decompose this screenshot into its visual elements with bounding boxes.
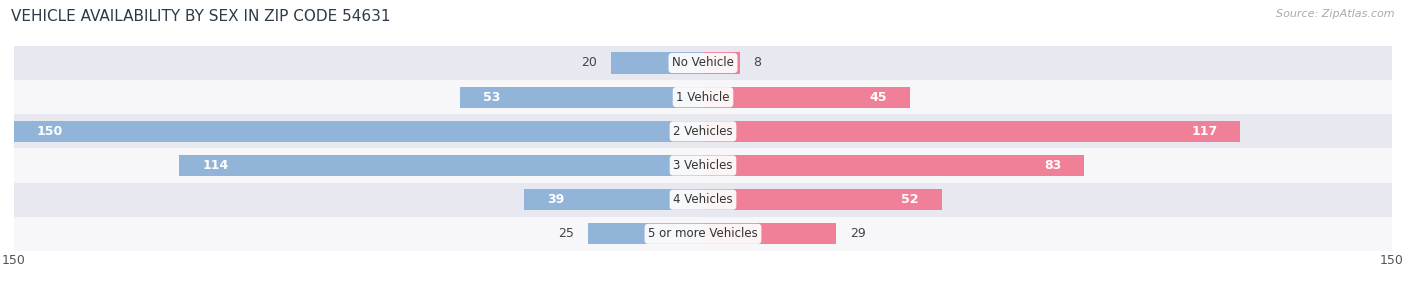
Bar [14,46,1392,80]
Bar [460,87,703,108]
Bar [703,155,1084,176]
Text: 39: 39 [547,193,564,206]
Bar [703,223,837,244]
Bar [703,87,910,108]
Text: 29: 29 [851,227,866,240]
Text: 4 Vehicles: 4 Vehicles [673,193,733,206]
Text: 1 Vehicle: 1 Vehicle [676,91,730,104]
Bar [703,52,740,73]
Bar [14,183,1392,217]
Bar [524,189,703,210]
Text: 45: 45 [869,91,887,104]
Bar [14,80,1392,114]
Text: 25: 25 [558,227,575,240]
Text: 83: 83 [1045,159,1062,172]
Bar [612,52,703,73]
Text: 3 Vehicles: 3 Vehicles [673,159,733,172]
Bar [14,114,1392,148]
Bar [14,148,1392,183]
Text: Source: ZipAtlas.com: Source: ZipAtlas.com [1277,9,1395,19]
Bar [14,121,703,142]
Text: 8: 8 [754,57,762,69]
Bar [14,217,1392,251]
Bar [180,155,703,176]
Text: 2 Vehicles: 2 Vehicles [673,125,733,138]
Text: 114: 114 [202,159,229,172]
Text: 5 or more Vehicles: 5 or more Vehicles [648,227,758,240]
Text: 53: 53 [482,91,501,104]
Text: 117: 117 [1191,125,1218,138]
Bar [588,223,703,244]
Text: 20: 20 [582,57,598,69]
Text: No Vehicle: No Vehicle [672,57,734,69]
Text: VEHICLE AVAILABILITY BY SEX IN ZIP CODE 54631: VEHICLE AVAILABILITY BY SEX IN ZIP CODE … [11,9,391,24]
Text: 52: 52 [901,193,920,206]
Bar [703,189,942,210]
Text: 150: 150 [37,125,63,138]
Bar [703,121,1240,142]
